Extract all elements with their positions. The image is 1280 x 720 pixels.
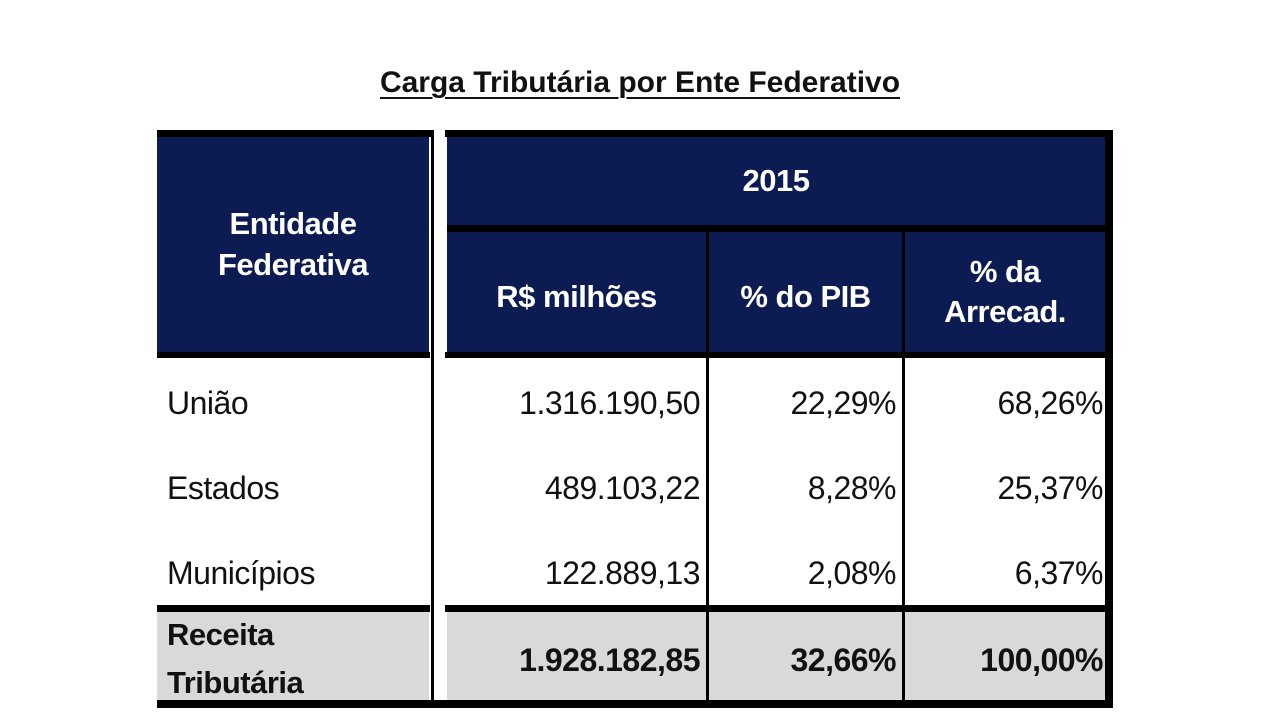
- header-col-pib: % do PIB: [709, 232, 902, 352]
- row-pib: 2,08%: [807, 554, 897, 591]
- header-divider: [447, 225, 1105, 232]
- row-pib: 8,28%: [807, 469, 897, 506]
- total-rs: 1.928.182,85: [519, 641, 700, 678]
- header-bottom-left: [157, 352, 430, 358]
- row-entity: União: [167, 384, 249, 421]
- table-title: Carga Tributária por Ente Federativo: [379, 66, 901, 99]
- header-col-arrec: % da Arrecad.: [905, 232, 1105, 352]
- row-arrec: 25,37%: [997, 469, 1103, 506]
- right-border: [1105, 130, 1113, 708]
- col-line-2: [902, 232, 905, 700]
- top-border-right: [445, 130, 1113, 137]
- row-rs: 489.103,22: [544, 469, 701, 506]
- row-pib: 22,29%: [790, 384, 896, 421]
- row-rs: 122.889,13: [544, 554, 701, 591]
- bottom-border: [157, 700, 1113, 708]
- row-entity: Estados: [167, 469, 280, 506]
- total-pib: 32,66%: [790, 641, 896, 678]
- total-bg-left: [157, 612, 429, 700]
- total-bg: [709, 612, 902, 700]
- row-rs: 1.316.190,50: [519, 384, 700, 421]
- total-top-left: [157, 605, 430, 612]
- total-bg: [447, 612, 706, 700]
- header-entity: Entidade Federativa: [157, 137, 429, 352]
- col-line-1: [706, 232, 709, 700]
- header-bottom-right: [445, 352, 1105, 358]
- total-arrec: 100,00%: [980, 641, 1103, 678]
- total-bg: [905, 612, 1105, 700]
- total-entity: Receita Tributária: [167, 616, 304, 700]
- divider-vertical: [431, 130, 434, 708]
- total-top-right: [445, 605, 1105, 612]
- row-arrec: 6,37%: [1014, 554, 1104, 591]
- row-entity: Municípios: [167, 554, 315, 591]
- top-border-left: [157, 130, 432, 137]
- row-arrec: 68,26%: [997, 384, 1103, 421]
- header-year: 2015: [447, 137, 1105, 225]
- header-col-rs: R$ milhões: [447, 232, 706, 352]
